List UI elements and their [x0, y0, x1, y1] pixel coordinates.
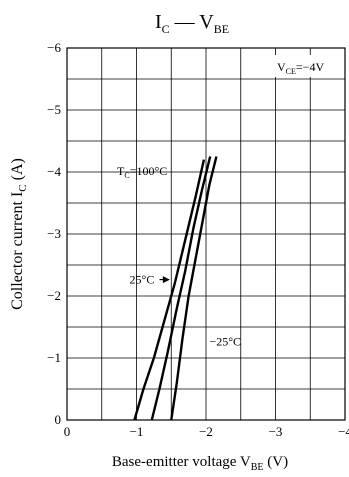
annotation-tc-100: TC=100°C: [117, 164, 167, 180]
x-tick-label: −3: [269, 424, 283, 439]
condition-label: VCE=−4V: [277, 60, 324, 76]
y-tick-labels: 0 −1 −2 −3 −4 −5 −6: [47, 40, 61, 427]
y-tick-label: −3: [47, 226, 61, 241]
y-tick-label: −2: [47, 288, 61, 303]
curve-2: [170, 156, 218, 421]
curve-1: [150, 156, 212, 421]
y-tick-label: −6: [47, 40, 61, 55]
x-tick-label: −1: [130, 424, 144, 439]
y-axis-label: Collector current IC (A): [9, 158, 29, 310]
y-tick-label: −1: [47, 350, 61, 365]
curves: [133, 156, 218, 421]
x-tick-label: −2: [199, 424, 213, 439]
annotation-25c: 25°C: [130, 273, 155, 287]
curve-0: [133, 159, 206, 421]
y-tick-label: −5: [47, 102, 61, 117]
y-tick-label: 0: [55, 412, 62, 427]
y-tick-label: −4: [47, 164, 61, 179]
chart-title: IC — VBE: [155, 11, 229, 36]
x-tick-label: 0: [64, 424, 71, 439]
plot-frame: [66, 47, 346, 421]
condition-box: [273, 55, 339, 77]
x-tick-label: −4: [338, 424, 349, 439]
x-tick-labels: 0 −1 −2 −3 −4: [64, 424, 349, 439]
grid: [66, 47, 346, 421]
annotation-25c-arrowhead: [162, 276, 170, 284]
annotation-minus25c: −25°C: [209, 335, 241, 349]
x-axis-label: Base-emitter voltage VBE (V): [112, 454, 288, 473]
